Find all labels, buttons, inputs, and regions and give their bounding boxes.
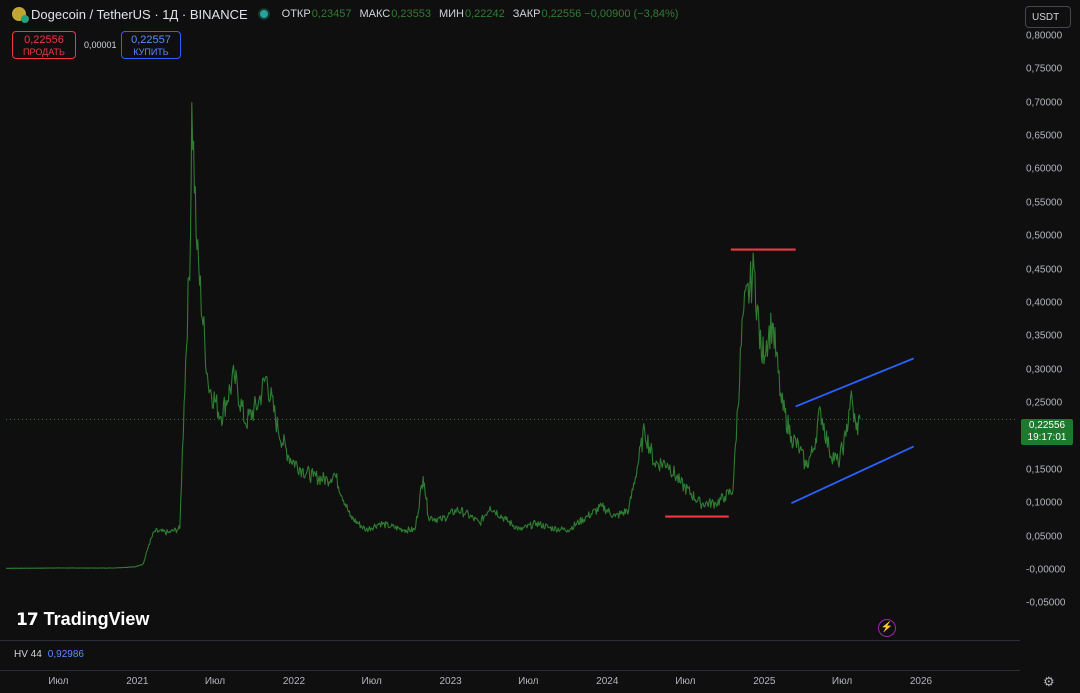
x-tick-label: 2021 bbox=[126, 676, 149, 687]
y-tick-label: 0,80000 bbox=[1026, 30, 1063, 42]
ohlc-label: ЗАКР bbox=[512, 8, 541, 20]
indicator-pane: HV 44 0,92986 bbox=[0, 640, 1020, 671]
last-price-value: 0,22556 bbox=[1028, 420, 1066, 431]
y-tick-label: 0,05000 bbox=[1026, 531, 1063, 543]
ohlc-label: ОТКР bbox=[281, 8, 311, 20]
sell-button[interactable]: 0,22556 ПРОДАТЬ bbox=[12, 31, 76, 59]
sell-label: ПРОДАТЬ bbox=[23, 47, 65, 57]
y-tick-label: 0,60000 bbox=[1026, 163, 1063, 175]
x-tick-label: Июл bbox=[204, 676, 226, 687]
x-tick-label: Июл bbox=[675, 676, 696, 687]
y-tick-label: 0,30000 bbox=[1026, 364, 1063, 376]
y-tick-label: -0,05000 bbox=[1026, 597, 1066, 609]
price-series-line bbox=[6, 102, 861, 569]
price-chart[interactable] bbox=[0, 0, 1020, 640]
ohlc-value: 0,23553 bbox=[391, 8, 431, 20]
tradingview-logo-text: TradingView bbox=[43, 609, 150, 629]
sell-price: 0,22556 bbox=[24, 34, 64, 46]
x-tick-label: 2026 bbox=[909, 676, 933, 687]
y-tick-label: 0,10000 bbox=[1026, 497, 1063, 509]
x-tick-label: 2023 bbox=[439, 676, 462, 687]
ohlc-value: 0,22242 bbox=[464, 8, 505, 20]
y-tick-label: 0,45000 bbox=[1026, 264, 1063, 276]
x-tick-label: Июл bbox=[48, 676, 69, 687]
hv-indicator[interactable]: HV 44 0,92986 bbox=[14, 649, 84, 660]
ohlc-value: 0,23457 bbox=[311, 8, 352, 20]
symbol-info[interactable]: Dogecoin / TetherUS · 1Д · BINANCE bbox=[12, 6, 248, 23]
trend-channel-line bbox=[795, 357, 915, 408]
bar-countdown: 19:17:01 bbox=[1027, 432, 1067, 443]
y-tick-label: 0,70000 bbox=[1026, 97, 1063, 109]
x-tick-label: 2022 bbox=[282, 676, 306, 687]
spread-value: 0,00001 bbox=[84, 40, 117, 50]
y-tick-label: 0,65000 bbox=[1026, 130, 1063, 142]
ohlc-values: ОТКР0,23457 МАКС0,23553 МИН0,22242 ЗАКР0… bbox=[282, 8, 679, 20]
x-tick-label: Июл bbox=[518, 676, 539, 687]
y-tick-label: 0,50000 bbox=[1026, 230, 1063, 242]
buy-button[interactable]: 0,22557 КУПИТЬ bbox=[121, 31, 181, 59]
x-tick-label: Июл bbox=[361, 676, 382, 687]
last-price-badge: 0,22556 19:17:01 bbox=[1021, 419, 1073, 445]
bolt-icon[interactable]: ⚡ bbox=[878, 619, 896, 637]
time-axis[interactable]: Июл 2021 Июл 2022 Июл 2023 Июл 2024 Июл 2025 Июл 20… bbox=[0, 670, 1020, 693]
hv-label: HV 44 bbox=[14, 649, 42, 660]
currency-selector[interactable]: USDT bbox=[1025, 6, 1071, 28]
market-status-icon bbox=[259, 10, 268, 18]
y-tick-label: 0,55000 bbox=[1026, 197, 1063, 209]
buy-label: КУПИТЬ bbox=[133, 47, 169, 57]
y-tick-label: 0,25000 bbox=[1026, 397, 1063, 409]
x-tick-label: 2024 bbox=[596, 676, 619, 687]
ohlc-value: 0,22556 −0,00900 (−3,84%) bbox=[541, 8, 679, 20]
y-tick-label: 0,35000 bbox=[1026, 330, 1063, 342]
y-tick-label: 0,15000 bbox=[1026, 464, 1063, 476]
tradingview-logo-icon: 17 bbox=[16, 609, 39, 630]
y-tick-label: 0,40000 bbox=[1026, 297, 1063, 309]
y-tick-label: -0,00000 bbox=[1026, 564, 1066, 576]
symbol-title[interactable]: Dogecoin / TetherUS · 1Д · BINANCE bbox=[31, 6, 248, 22]
x-tick-label: 2025 bbox=[753, 676, 776, 687]
y-tick-label: 0,75000 bbox=[1026, 63, 1063, 75]
ohlc-label: МИН bbox=[438, 8, 464, 20]
ohlc-label: МАКС bbox=[359, 8, 391, 20]
trend-channel-line bbox=[791, 445, 915, 505]
price-axis[interactable]: 0,80000 0,75000 0,70000 0,65000 0,60000 0,550… bbox=[1020, 28, 1080, 640]
x-tick-label: Июл bbox=[831, 676, 853, 687]
tradingview-logo[interactable]: 17 TradingView bbox=[16, 609, 149, 630]
dogecoin-icon bbox=[12, 7, 29, 23]
chart-header: Dogecoin / TetherUS · 1Д · BINANCE ОТКР0… bbox=[0, 0, 678, 28]
gear-icon[interactable]: ⚙ bbox=[1043, 674, 1055, 689]
buy-price: 0,22557 bbox=[131, 34, 171, 46]
hv-value: 0,92986 bbox=[47, 649, 84, 660]
